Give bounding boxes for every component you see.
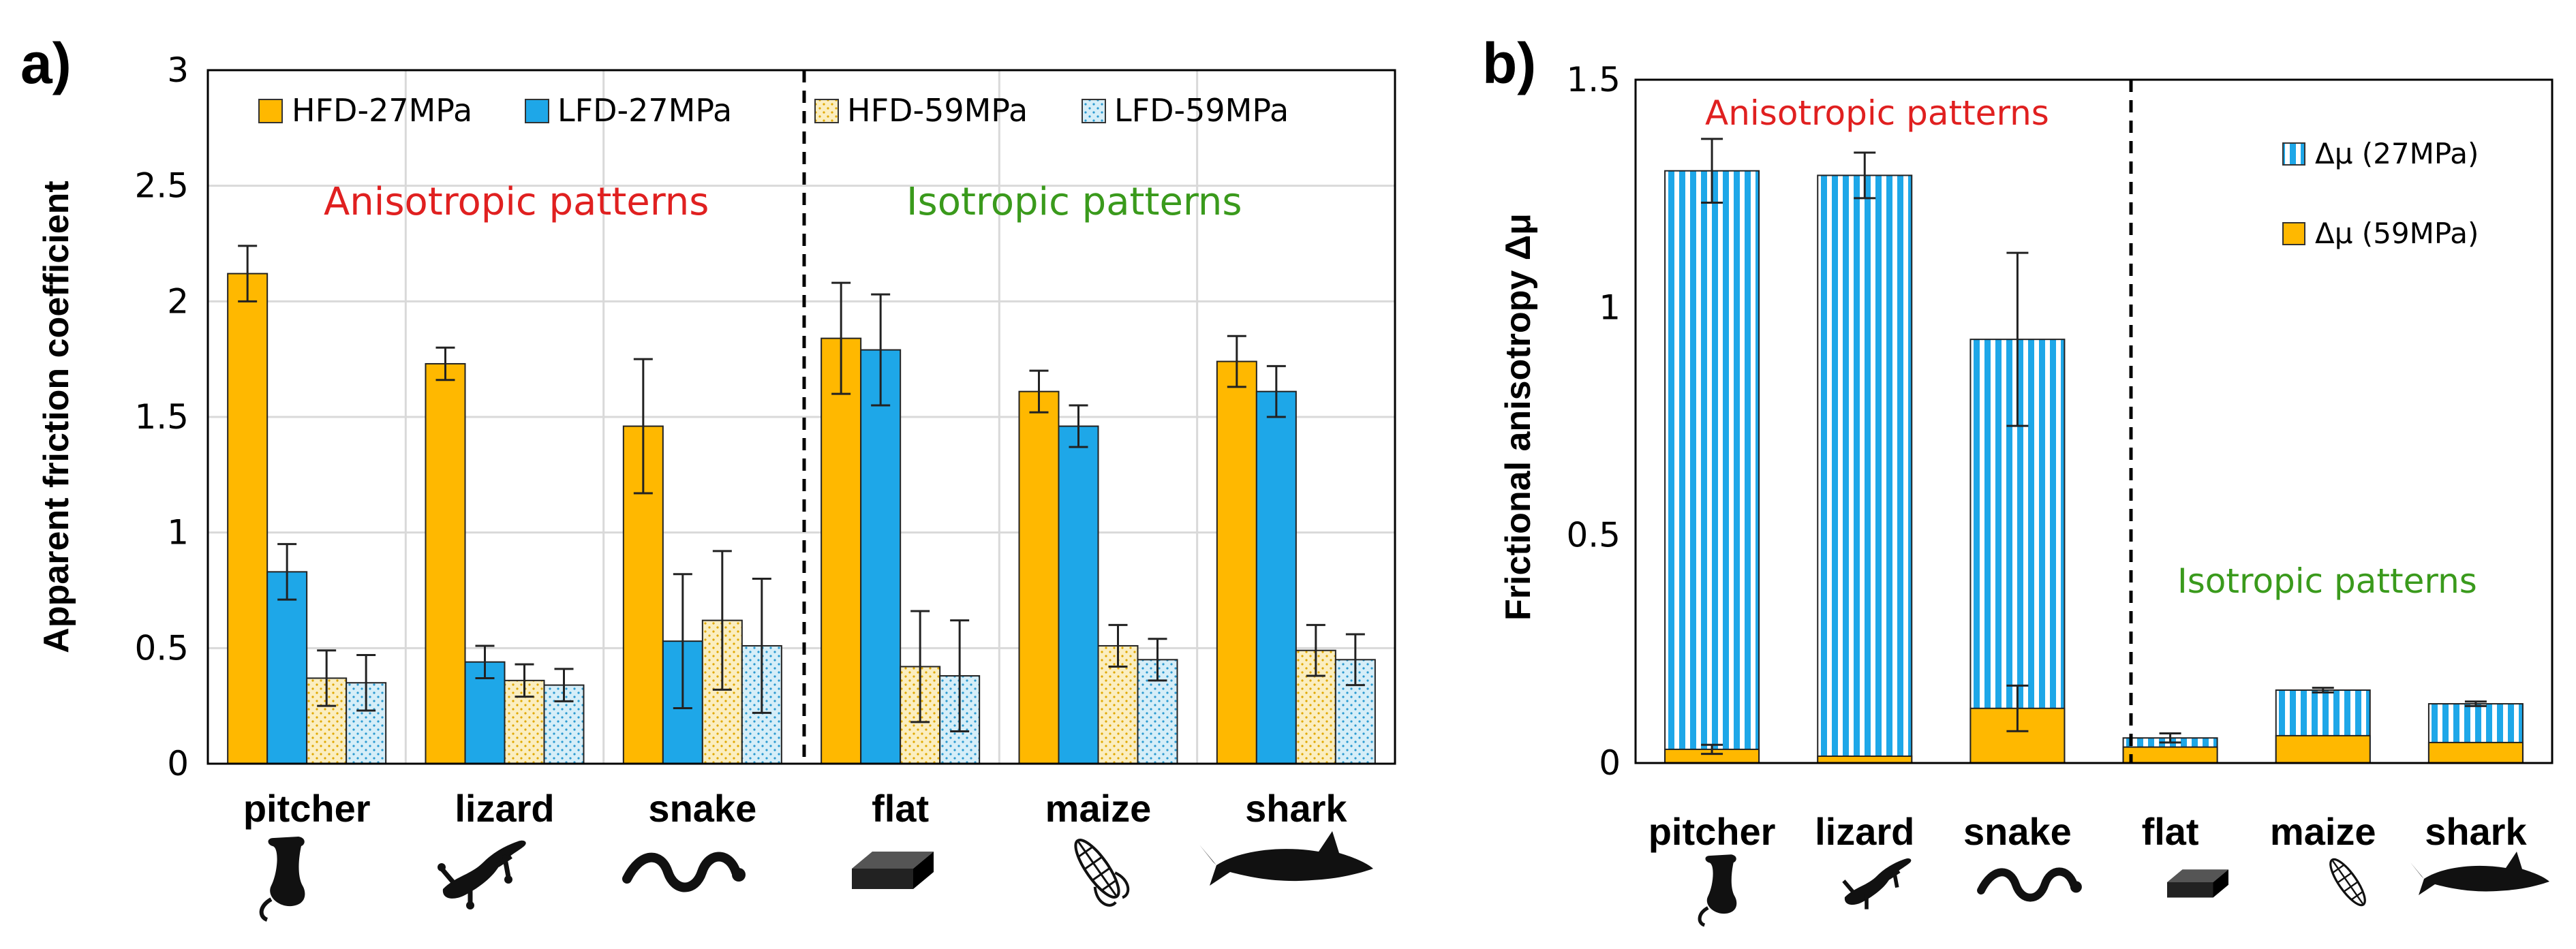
legend-label-hfd27: HFD-27MPa — [292, 92, 472, 129]
panel-a-y-axis-title: Apparent friction coefficient — [37, 181, 76, 653]
panel-b-category-labels: pitcher lizard snake flat maize shark — [1649, 810, 2528, 853]
category-label-flat: flat — [872, 787, 929, 830]
panel-b-anisotropic-annotation: Anisotropic patterns — [1705, 93, 2049, 133]
panel-a-error-bars — [238, 245, 1365, 732]
panel-b-y-ticks: 0 0.5 1 1.5 — [1566, 60, 1621, 783]
lizard-icon — [1842, 858, 1912, 909]
legend-swatch-hfd59 — [814, 99, 839, 123]
y-tick-label: 2.5 — [134, 166, 189, 206]
panel-b-label: b) — [1482, 31, 1536, 95]
y-tick-label: 1.5 — [134, 397, 189, 437]
category-label-lizard: lizard — [455, 787, 554, 830]
shark-icon — [2410, 852, 2549, 895]
panel-b-plot-frame — [1634, 78, 2554, 764]
legend-label-dmu59: Δμ (59MPa) — [2315, 217, 2479, 250]
bar-hfd-27mpa-flat — [821, 337, 862, 765]
legend-label-dmu27: Δμ (27MPa) — [2315, 137, 2479, 170]
bar-lfd-27mpa-flat — [860, 349, 902, 764]
flat-block-icon — [2167, 869, 2228, 898]
legend-label-lfd59: LFD-59MPa — [1114, 92, 1289, 129]
legend-swatch-dmu59 — [2282, 222, 2305, 245]
y-tick-label: 3 — [167, 50, 189, 90]
y-tick-label: 1.5 — [1566, 60, 1621, 99]
flat-block-icon — [852, 852, 934, 889]
category-label-pitcher: pitcher — [1649, 810, 1776, 853]
shark-icon — [1199, 831, 1373, 886]
panel-a-isotropic-annotation: Isotropic patterns — [906, 180, 1242, 224]
legend-swatch-lfd27 — [525, 99, 549, 123]
bar-lfd-27mpa-shark — [1255, 390, 1297, 764]
snake-icon — [1977, 867, 2082, 902]
maize-icon — [2329, 858, 2366, 907]
panel-b-y-axis-title: Frictional anisotropy Δμ — [1499, 213, 1538, 621]
bar-hfd-27mpa-lizard — [425, 362, 466, 764]
category-label-maize: maize — [2270, 810, 2376, 853]
panel-a-gridlines — [208, 70, 1395, 764]
category-label-pitcher: pitcher — [243, 787, 371, 830]
bar-dmu27-pitcher — [1664, 170, 1760, 764]
bar-dmu59-snake — [1969, 707, 2066, 764]
bar-lfd-27mpa-maize — [1058, 425, 1099, 764]
lizard-icon — [438, 840, 526, 909]
panel-a-y-ticks: 0 0.5 1 1.5 2 2.5 3 — [134, 50, 189, 783]
bar-dmu59-maize — [2275, 734, 2371, 764]
legend-swatch-hfd27 — [258, 99, 283, 123]
pitcher-plant-icon — [259, 837, 305, 922]
maize-icon — [1074, 839, 1130, 907]
category-label-lizard: lizard — [1815, 810, 1914, 853]
legend-swatch-lfd59 — [1082, 99, 1106, 123]
panel-b-bars — [1664, 170, 2524, 764]
bar-lfd-27mpa-pitcher — [266, 571, 308, 764]
bar-dmu59-lizard — [1817, 755, 1913, 764]
panel-a-icons — [259, 831, 1373, 922]
bar-dmu59-flat — [2122, 746, 2218, 764]
panel-b-icons — [1698, 852, 2549, 927]
bar-hfd-27mpa-shark — [1216, 360, 1257, 764]
panel-b-legend: Δμ (27MPa) Δμ (59MPa) — [2282, 137, 2479, 250]
category-label-shark: shark — [2425, 810, 2527, 853]
category-label-snake: snake — [1963, 810, 2072, 853]
bar-dmu59-shark — [2427, 741, 2524, 764]
y-tick-label: 2 — [167, 281, 189, 321]
legend-label-lfd27: LFD-27MPa — [557, 92, 732, 129]
bar-hfd-27mpa-pitcher — [227, 273, 269, 764]
legend-label-hfd59: HFD-59MPa — [847, 92, 1028, 129]
category-label-maize: maize — [1045, 787, 1152, 830]
y-tick-label: 0.5 — [1566, 516, 1621, 555]
snake-icon — [622, 852, 746, 892]
category-label-flat: flat — [2142, 810, 2199, 853]
panel-a-category-labels: pitcher lizard snake flat maize shark — [243, 787, 1348, 830]
bar-dmu27-lizard — [1817, 174, 1913, 764]
bar-hfd-27mpa-maize — [1018, 390, 1060, 764]
panel-b-error-bars — [1701, 138, 2487, 756]
category-label-shark: shark — [1245, 787, 1347, 830]
pitcher-plant-icon — [1698, 854, 1737, 927]
y-tick-label: 0 — [167, 744, 189, 783]
panel-a-plot-frame — [206, 69, 1396, 765]
y-tick-label: 0 — [1599, 743, 1621, 783]
panel-a-anisotropic-annotation: Anisotropic patterns — [324, 180, 709, 224]
panel-a-label: a) — [20, 31, 72, 95]
y-tick-label: 1 — [167, 513, 189, 553]
panel-b-isotropic-annotation: Isotropic patterns — [2177, 561, 2477, 601]
y-tick-label: 1 — [1599, 287, 1621, 327]
y-tick-label: 0.5 — [134, 628, 189, 668]
panel-a-legend: HFD-27MPa LFD-27MPa HFD-59MPa LFD-59MPa — [258, 92, 1289, 129]
category-label-snake: snake — [648, 787, 756, 830]
legend-swatch-dmu27 — [2282, 142, 2305, 166]
panel-a-bars — [227, 273, 1376, 765]
